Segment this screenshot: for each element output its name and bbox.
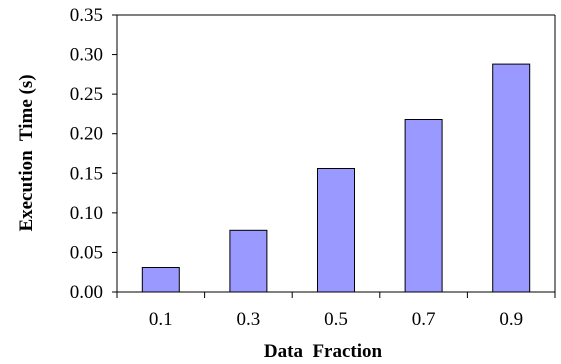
bar-0.1 bbox=[141, 267, 180, 293]
x-tick-label: 0.7 bbox=[412, 309, 436, 330]
y-tick-label: 0.00 bbox=[70, 282, 103, 303]
axes-layer bbox=[112, 14, 556, 298]
x-tick-label: 0.5 bbox=[324, 309, 348, 330]
y-tick-label: 0.15 bbox=[70, 163, 103, 184]
y-tick-label: 0.30 bbox=[70, 45, 103, 66]
x-tick-label: 0.1 bbox=[149, 309, 173, 330]
y-axis-title: Execution Time (s) bbox=[16, 74, 37, 231]
bars-layer bbox=[141, 63, 531, 293]
x-tick-label: 0.3 bbox=[237, 309, 261, 330]
labels-layer: 0.00 0.05 0.10 0.15 0.20 0.25 0.30 0.35 0.1 0.3 0.… bbox=[70, 5, 523, 330]
y-tick-label: 0.10 bbox=[70, 203, 103, 224]
bar-0.7 bbox=[404, 119, 443, 293]
x-axis-title: Data Fraction bbox=[264, 341, 383, 362]
x-tick-label: 0.9 bbox=[499, 309, 523, 330]
y-tick-label: 0.05 bbox=[70, 242, 103, 263]
bar-0.5 bbox=[317, 168, 355, 293]
y-tick-label: 0.20 bbox=[70, 124, 103, 145]
y-tick-label: 0.25 bbox=[70, 84, 103, 105]
y-tick-label: 0.35 bbox=[70, 5, 103, 26]
bar-0.3 bbox=[229, 229, 268, 293]
bar-0.9 bbox=[492, 63, 531, 293]
